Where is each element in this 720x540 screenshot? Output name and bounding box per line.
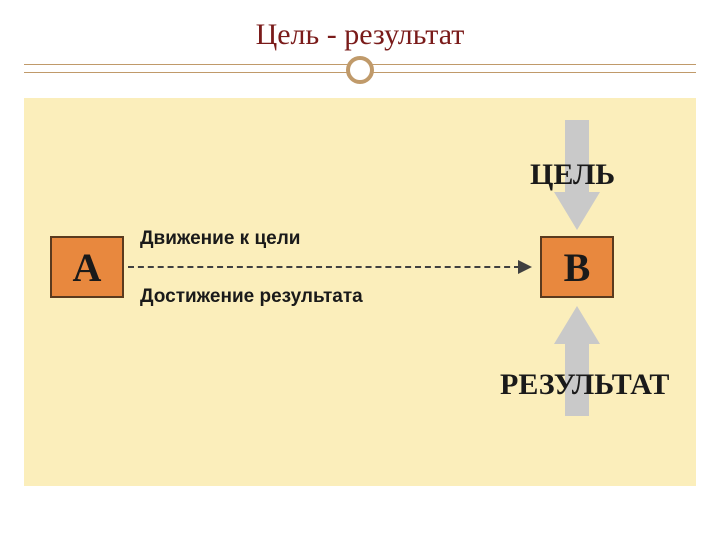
slide: Цель - результат ЦЕЛЬ РЕЗУЛЬТАТ А В Движ… [0, 0, 720, 540]
node-a-label: А [73, 244, 102, 291]
label-goal: ЦЕЛЬ [530, 158, 615, 192]
label-result: РЕЗУЛЬТАТ [500, 368, 669, 402]
node-b-label: В [564, 244, 591, 291]
dashed-arrow-head-icon [518, 260, 532, 274]
label-movement: Движение к цели [140, 228, 300, 250]
dashed-arrow-line [128, 266, 520, 268]
slide-title: Цель - результат [0, 18, 720, 52]
label-achievement: Достижение результата [140, 286, 363, 308]
node-a: А [50, 236, 124, 298]
node-b: В [540, 236, 614, 298]
divider-circle-icon [346, 56, 374, 84]
